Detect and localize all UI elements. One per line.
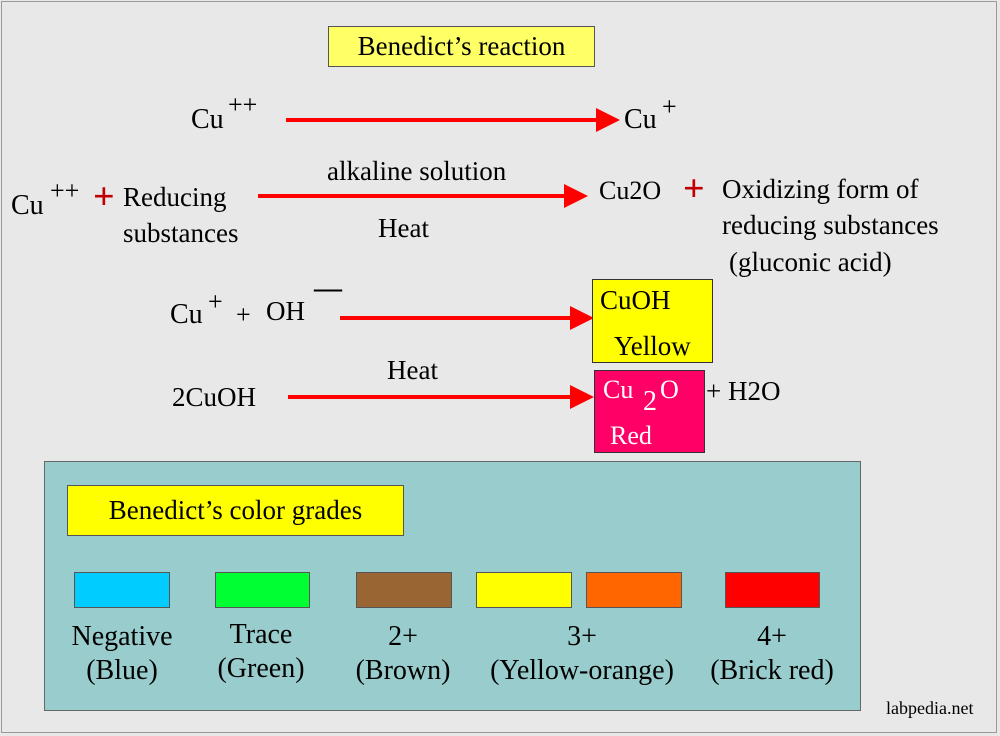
r2-byproduct-line1: Oxidizing form of [722,174,919,204]
watermark: labpedia.net [886,698,974,718]
r2-reactant-charge: ++ [50,176,80,205]
r2-condition-top: alkaline solution [327,156,507,186]
grade-trace-line2: (Green) [217,652,305,684]
color-grades-title: Benedict’s color grades [67,485,404,536]
swatch-3plus-yellow [476,572,572,608]
swatch-3plus-orange [586,572,682,608]
r2-byproduct-line3: (gluconic acid) [729,247,892,277]
grade-trace: Trace (Green) [206,618,316,685]
grade-4plus-line1: 4+ [757,621,787,652]
grade-3plus-line1: 3+ [567,621,597,652]
swatch-4plus-brick-red [725,572,820,608]
grade-negative-line1: Negative [71,621,173,652]
r2-condition-bottom: Heat [378,213,429,243]
grade-2plus-line2: (Brown) [355,654,451,686]
r2-reagent-line2: substances [123,218,239,248]
arrowhead-r1 [596,108,620,132]
grade-3plus-line2: (Yellow-orange) [490,654,674,686]
cu2o-product-box: Cu 2 O Red [594,370,705,453]
swatch-trace-green [215,572,310,608]
swatch-negative-blue [74,572,170,608]
r3-product-color: Yellow [614,331,691,361]
r1-reactant: Cu [191,104,224,135]
r3-reactant-charge: + [208,287,223,316]
diagram-title: Benedict’s reaction [328,26,595,67]
r2-plus-2: + [683,168,705,210]
grade-2plus: 2+ (Brown) [343,620,463,687]
grade-4plus: 4+ (Brick red) [697,620,847,687]
r3-product: CuOH [600,285,671,315]
r3-reactant: Cu [170,299,203,330]
grade-negative-line2: (Blue) [86,654,158,686]
grade-4plus-line2: (Brick red) [710,654,834,686]
r4-reactant: 2CuOH [172,382,257,412]
r2-reactant: Cu [11,190,44,221]
r4-product-color: Red [610,421,652,450]
r3-reagent-charge: — [314,273,342,304]
arrowhead-r4 [570,385,594,409]
r4-byproduct: + H2O [706,376,781,406]
r1-product-charge: + [662,92,677,121]
r3-reagent: OH [266,296,305,326]
r2-byproduct-line2: reducing substances [722,210,939,240]
r4-product-subscript: 2 [643,386,657,417]
swatch-2plus-brown [356,572,452,608]
r3-plus: + [236,300,251,329]
r1-product: Cu [624,104,657,135]
r4-condition: Heat [387,355,438,385]
r4-product-cu: Cu [603,375,634,404]
r2-product: Cu2O [599,176,662,205]
grade-negative: Negative (Blue) [62,620,182,687]
grade-2plus-line1: 2+ [388,621,418,652]
r2-plus: + [93,176,115,218]
r2-reagent-line1: Reducing [123,182,227,212]
cuoh-product-box: CuOH Yellow [592,279,713,363]
arrowhead-r2 [564,184,588,208]
grade-3plus: 3+ (Yellow-orange) [470,620,694,687]
grade-trace-line1: Trace [229,619,293,650]
r4-product-o: O [660,375,679,404]
r1-reactant-charge: ++ [228,90,258,119]
arrowhead-r3 [570,306,594,330]
